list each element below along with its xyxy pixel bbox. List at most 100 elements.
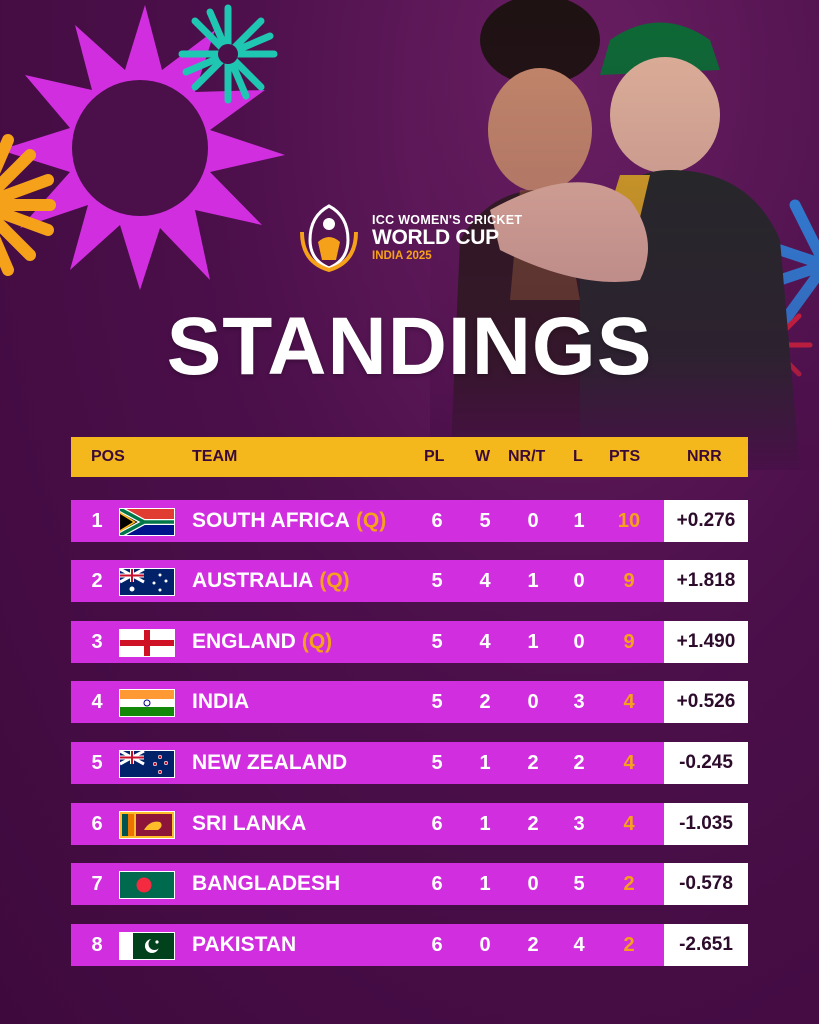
qualified-badge: (Q) — [355, 509, 387, 532]
table-row: 2 AUSTRALIA (Q) 5 4 1 0 9 +1.818 — [71, 560, 748, 602]
table-row: 1 SOUTH AFRICA (Q) 6 5 0 1 10 +0.276 — [71, 500, 748, 542]
row-team: PAKISTAN — [192, 924, 302, 966]
orange-flower-burst — [0, 134, 56, 276]
row-played: 5 — [431, 752, 443, 774]
players-photo — [430, 0, 819, 470]
england-flag — [119, 629, 175, 657]
row-position: 7 — [91, 873, 103, 895]
row-net-run-rate: +1.490 — [664, 621, 748, 663]
row-position: 1 — [91, 510, 103, 532]
row-no-result: 2 — [527, 752, 539, 774]
trophy-icon — [300, 204, 358, 273]
row-lost: 4 — [573, 934, 585, 956]
row-points: 9 — [623, 570, 635, 592]
table-row: 6 SRI LANKA 6 1 2 3 4 -1.035 — [71, 803, 748, 845]
magenta-sun-burst — [0, 5, 285, 290]
row-played: 6 — [431, 813, 443, 835]
row-played: 5 — [431, 691, 443, 713]
row-won: 4 — [479, 631, 491, 653]
team-name: ENGLAND — [192, 630, 296, 653]
row-net-run-rate: -2.651 — [664, 924, 748, 966]
row-no-result: 0 — [527, 510, 539, 532]
header-pts: PTS — [609, 448, 641, 465]
row-net-run-rate: -1.035 — [664, 803, 748, 845]
table-row: 8 PAKISTAN 6 0 2 4 2 -2.651 — [71, 924, 748, 966]
row-position: 2 — [91, 570, 103, 592]
row-team: ENGLAND (Q) — [192, 621, 332, 663]
row-position: 6 — [91, 813, 103, 835]
row-team: BANGLADESH — [192, 863, 346, 905]
row-lost: 0 — [573, 631, 585, 653]
row-no-result: 1 — [527, 570, 539, 592]
row-lost: 1 — [573, 510, 585, 532]
row-won: 1 — [479, 752, 491, 774]
row-lost: 3 — [573, 813, 585, 835]
new-zealand-flag — [119, 750, 175, 778]
bangladesh-flag — [119, 871, 175, 899]
row-team: INDIA — [192, 681, 255, 723]
world-cup-logo: ICC WOMEN'S CRICKET WORLD CUP INDIA 2025 — [296, 202, 522, 274]
row-net-run-rate: -0.578 — [664, 863, 748, 905]
row-won: 0 — [479, 934, 491, 956]
row-points: 2 — [623, 934, 635, 956]
row-net-run-rate: -0.245 — [664, 742, 748, 784]
page-title: STANDINGS — [166, 301, 653, 392]
row-no-result: 1 — [527, 631, 539, 653]
row-position: 4 — [91, 691, 103, 713]
row-lost: 5 — [573, 873, 585, 895]
teal-flower-burst — [178, 4, 278, 104]
row-won: 4 — [479, 570, 491, 592]
team-name: NEW ZEALAND — [192, 751, 348, 774]
pakistan-flag — [119, 932, 175, 960]
table-header: POS TEAM PL W NR/T L PTS NRR — [71, 437, 748, 477]
row-lost: 2 — [573, 752, 585, 774]
row-no-result: 2 — [527, 934, 539, 956]
row-points: 2 — [623, 873, 635, 895]
team-name: INDIA — [192, 690, 250, 713]
row-team: SRI LANKA — [192, 803, 312, 845]
row-position: 8 — [91, 934, 103, 956]
header-pl: PL — [424, 448, 445, 465]
row-position: 3 — [91, 631, 103, 653]
row-played: 6 — [431, 873, 443, 895]
team-name: SOUTH AFRICA — [192, 509, 350, 532]
table-row: 4 INDIA 5 2 0 3 4 +0.526 — [71, 681, 748, 723]
table-row: 7 BANGLADESH 6 1 0 5 2 -0.578 — [71, 863, 748, 905]
row-net-run-rate: +0.276 — [664, 500, 748, 542]
row-lost: 0 — [573, 570, 585, 592]
row-points: 4 — [623, 813, 635, 835]
team-name: BANGLADESH — [192, 872, 341, 895]
row-played: 6 — [431, 510, 443, 532]
qualified-badge: (Q) — [319, 569, 350, 592]
row-won: 2 — [479, 691, 491, 713]
row-no-result: 0 — [527, 873, 539, 895]
header-w: W — [475, 448, 491, 465]
team-name: PAKISTAN — [192, 933, 297, 956]
row-played: 5 — [431, 631, 443, 653]
row-no-result: 0 — [527, 691, 539, 713]
header-nrr: NRR — [687, 448, 722, 465]
south-africa-flag — [119, 508, 175, 536]
row-won: 1 — [479, 813, 491, 835]
row-points: 4 — [623, 752, 635, 774]
row-team: NEW ZEALAND — [192, 742, 353, 784]
row-points: 4 — [623, 691, 635, 713]
sri-lanka-flag — [119, 811, 175, 839]
row-team: SOUTH AFRICA (Q) — [192, 500, 386, 542]
table-row: 5 NEW ZEALAND 5 1 2 2 4 -0.245 — [71, 742, 748, 784]
row-points: 9 — [623, 631, 635, 653]
logo-line2: WORLD CUP — [372, 225, 499, 249]
header-nr: NR/T — [508, 448, 546, 465]
australia-flag — [119, 568, 175, 596]
logo-line3: INDIA 2025 — [372, 249, 432, 262]
header-pos: POS — [91, 448, 125, 465]
qualified-badge: (Q) — [301, 630, 333, 653]
team-name: SRI LANKA — [192, 812, 307, 835]
row-position: 5 — [91, 752, 103, 774]
row-points: 10 — [617, 510, 641, 532]
row-team: AUSTRALIA (Q) — [192, 560, 350, 602]
logo-line1: ICC WOMEN'S CRICKET — [372, 212, 523, 227]
team-name: AUSTRALIA — [192, 569, 314, 592]
row-lost: 3 — [573, 691, 585, 713]
